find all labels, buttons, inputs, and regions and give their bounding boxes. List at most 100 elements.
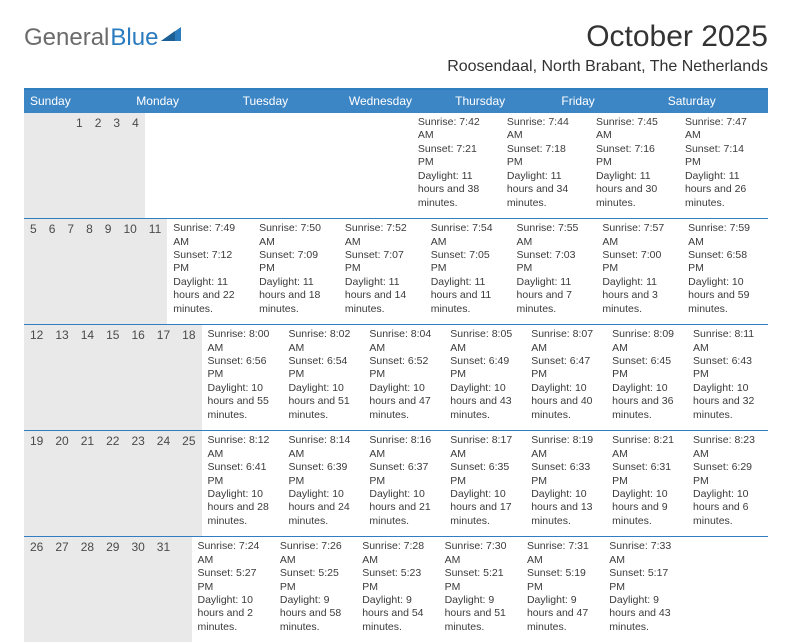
sunrise-text: Sunrise: 8:09 AM bbox=[612, 328, 681, 355]
day-number: 29 bbox=[100, 537, 125, 642]
day-cell: Sunrise: 7:54 AMSunset: 7:05 PMDaylight:… bbox=[425, 219, 511, 324]
sunrise-text: Sunrise: 7:54 AM bbox=[431, 222, 505, 249]
daylight-text: Daylight: 10 hours and 40 minutes. bbox=[531, 382, 600, 422]
day-number-row: 19202122232425 bbox=[24, 431, 202, 536]
daylight-text: Daylight: 9 hours and 43 minutes. bbox=[609, 594, 679, 634]
sunrise-text: Sunrise: 8:05 AM bbox=[450, 328, 519, 355]
day-cell: Sunrise: 7:50 AMSunset: 7:09 PMDaylight:… bbox=[253, 219, 339, 324]
sunrise-text: Sunrise: 7:47 AM bbox=[685, 116, 762, 143]
day-number-row: 12131415161718 bbox=[24, 325, 202, 430]
day-cell: Sunrise: 7:44 AMSunset: 7:18 PMDaylight:… bbox=[501, 113, 590, 218]
calendar-grid: Sunday Monday Tuesday Wednesday Thursday… bbox=[24, 88, 768, 642]
day-number bbox=[55, 113, 70, 218]
sunset-text: Sunset: 6:54 PM bbox=[288, 355, 357, 382]
day-body-row: Sunrise: 8:12 AMSunset: 6:41 PMDaylight:… bbox=[202, 431, 768, 536]
daylight-text: Daylight: 9 hours and 47 minutes. bbox=[527, 594, 597, 634]
sunrise-text: Sunrise: 7:31 AM bbox=[527, 540, 597, 567]
daylight-text: Daylight: 11 hours and 3 minutes. bbox=[602, 276, 676, 316]
title-block: October 2025 Roosendaal, North Brabant, … bbox=[447, 18, 768, 82]
day-of-week-header: Sunday Monday Tuesday Wednesday Thursday… bbox=[24, 90, 768, 113]
sunrise-text: Sunrise: 7:57 AM bbox=[602, 222, 676, 249]
brand-logo: GeneralBlue bbox=[24, 18, 181, 52]
day-number-row: 262728293031 bbox=[24, 537, 192, 642]
day-number: 14 bbox=[75, 325, 100, 430]
sunrise-text: Sunrise: 8:04 AM bbox=[369, 328, 438, 355]
day-number: 9 bbox=[99, 219, 118, 324]
day-number: 26 bbox=[24, 537, 49, 642]
day-number: 19 bbox=[24, 431, 49, 536]
sunset-text: Sunset: 5:25 PM bbox=[280, 567, 350, 594]
daylight-text: Daylight: 10 hours and 13 minutes. bbox=[531, 488, 600, 528]
daylight-text: Daylight: 10 hours and 6 minutes. bbox=[693, 488, 762, 528]
day-number: 20 bbox=[49, 431, 74, 536]
day-number: 17 bbox=[151, 325, 176, 430]
sunrise-text: Sunrise: 7:26 AM bbox=[280, 540, 350, 567]
sunrise-text: Sunrise: 7:44 AM bbox=[507, 116, 584, 143]
daylight-text: Daylight: 11 hours and 7 minutes. bbox=[517, 276, 591, 316]
daylight-text: Daylight: 10 hours and 51 minutes. bbox=[288, 382, 357, 422]
day-number: 11 bbox=[143, 219, 167, 324]
page-header: GeneralBlue October 2025 Roosendaal, Nor… bbox=[24, 18, 768, 82]
sunset-text: Sunset: 7:09 PM bbox=[259, 249, 333, 276]
sunrise-text: Sunrise: 8:23 AM bbox=[693, 434, 762, 461]
daylight-text: Daylight: 11 hours and 11 minutes. bbox=[431, 276, 505, 316]
day-cell: Sunrise: 7:33 AMSunset: 5:17 PMDaylight:… bbox=[603, 537, 685, 642]
day-number: 15 bbox=[100, 325, 125, 430]
sunset-text: Sunset: 6:43 PM bbox=[693, 355, 762, 382]
sunset-text: Sunset: 5:17 PM bbox=[609, 567, 679, 594]
daylight-text: Daylight: 10 hours and 36 minutes. bbox=[612, 382, 681, 422]
daylight-text: Daylight: 10 hours and 2 minutes. bbox=[198, 594, 268, 634]
sunset-text: Sunset: 6:33 PM bbox=[531, 461, 600, 488]
sunrise-text: Sunrise: 8:16 AM bbox=[369, 434, 438, 461]
day-cell: Sunrise: 8:21 AMSunset: 6:31 PMDaylight:… bbox=[606, 431, 687, 536]
day-cell: Sunrise: 7:42 AMSunset: 7:21 PMDaylight:… bbox=[412, 113, 501, 218]
daylight-text: Daylight: 10 hours and 21 minutes. bbox=[369, 488, 438, 528]
calendar-week: 19202122232425Sunrise: 8:12 AMSunset: 6:… bbox=[24, 430, 768, 536]
day-number bbox=[24, 113, 39, 218]
daylight-text: Daylight: 10 hours and 47 minutes. bbox=[369, 382, 438, 422]
sunset-text: Sunset: 7:12 PM bbox=[173, 249, 247, 276]
brand-triangle-icon bbox=[161, 27, 181, 41]
day-number bbox=[39, 113, 54, 218]
sunrise-text: Sunrise: 8:14 AM bbox=[288, 434, 357, 461]
sunset-text: Sunset: 7:16 PM bbox=[596, 143, 673, 170]
day-cell: Sunrise: 8:05 AMSunset: 6:49 PMDaylight:… bbox=[444, 325, 525, 430]
daylight-text: Daylight: 10 hours and 32 minutes. bbox=[693, 382, 762, 422]
month-title: October 2025 bbox=[447, 20, 768, 54]
day-number: 27 bbox=[49, 537, 74, 642]
daylight-text: Daylight: 11 hours and 18 minutes. bbox=[259, 276, 333, 316]
day-cell: Sunrise: 8:23 AMSunset: 6:29 PMDaylight:… bbox=[687, 431, 768, 536]
dow-thursday: Thursday bbox=[449, 90, 555, 113]
sunset-text: Sunset: 6:56 PM bbox=[208, 355, 277, 382]
daylight-text: Daylight: 11 hours and 34 minutes. bbox=[507, 170, 584, 210]
daylight-text: Daylight: 10 hours and 28 minutes. bbox=[208, 488, 277, 528]
day-number: 24 bbox=[151, 431, 176, 536]
sunset-text: Sunset: 7:21 PM bbox=[418, 143, 495, 170]
brand-gray: General bbox=[24, 24, 109, 52]
sunset-text: Sunset: 7:05 PM bbox=[431, 249, 505, 276]
sunrise-text: Sunrise: 7:59 AM bbox=[688, 222, 762, 249]
day-body-row: Sunrise: 8:00 AMSunset: 6:56 PMDaylight:… bbox=[202, 325, 768, 430]
day-number: 31 bbox=[151, 537, 176, 642]
sunrise-text: Sunrise: 7:42 AM bbox=[418, 116, 495, 143]
day-number bbox=[176, 537, 191, 642]
day-cell: Sunrise: 7:55 AMSunset: 7:03 PMDaylight:… bbox=[511, 219, 597, 324]
daylight-text: Daylight: 11 hours and 22 minutes. bbox=[173, 276, 247, 316]
day-number: 6 bbox=[43, 219, 62, 324]
sunset-text: Sunset: 6:31 PM bbox=[612, 461, 681, 488]
day-number: 5 bbox=[24, 219, 43, 324]
day-cell: Sunrise: 7:47 AMSunset: 7:14 PMDaylight:… bbox=[679, 113, 768, 218]
sunset-text: Sunset: 6:47 PM bbox=[531, 355, 600, 382]
dow-saturday: Saturday bbox=[662, 90, 768, 113]
sunrise-text: Sunrise: 8:11 AM bbox=[693, 328, 762, 355]
daylight-text: Daylight: 10 hours and 24 minutes. bbox=[288, 488, 357, 528]
sunrise-text: Sunrise: 7:28 AM bbox=[362, 540, 432, 567]
sunset-text: Sunset: 6:41 PM bbox=[208, 461, 277, 488]
sunset-text: Sunset: 7:14 PM bbox=[685, 143, 762, 170]
day-cell: Sunrise: 7:26 AMSunset: 5:25 PMDaylight:… bbox=[274, 537, 356, 642]
calendar-week: 1234Sunrise: 7:42 AMSunset: 7:21 PMDayli… bbox=[24, 113, 768, 218]
sunrise-text: Sunrise: 8:07 AM bbox=[531, 328, 600, 355]
sunset-text: Sunset: 7:03 PM bbox=[517, 249, 591, 276]
sunrise-text: Sunrise: 8:19 AM bbox=[531, 434, 600, 461]
sunrise-text: Sunrise: 7:33 AM bbox=[609, 540, 679, 567]
